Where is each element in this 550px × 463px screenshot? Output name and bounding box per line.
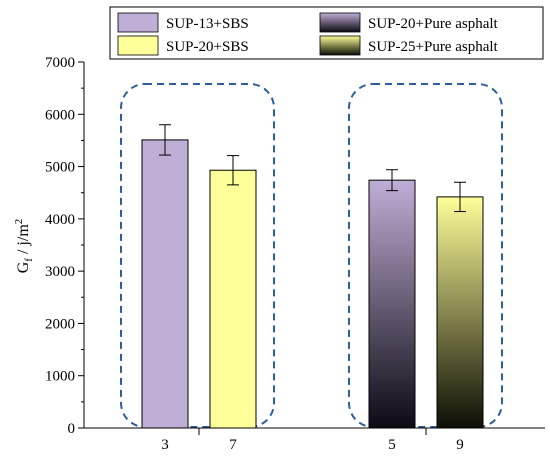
y-tick-label-4000: 4000 xyxy=(45,212,75,228)
y-tick-label-6000: 6000 xyxy=(45,107,75,123)
y-tick-label-3000: 3000 xyxy=(45,264,75,280)
y-tick-label-0: 0 xyxy=(68,421,76,437)
y-tick-label-5000: 5000 xyxy=(45,160,75,176)
group-outline-1 xyxy=(348,83,503,428)
legend-swatch-sup25-pure xyxy=(319,35,361,56)
y-tick-label-7000: 7000 xyxy=(45,55,75,71)
legend-label-sup13-sbs: SUP-13+SBS xyxy=(166,16,249,32)
legend-swatch-sup13-sbs xyxy=(117,12,159,33)
group-outline-0 xyxy=(120,83,275,428)
y-axis-title: Gf / j/m2 xyxy=(13,219,35,274)
bar-5 xyxy=(368,179,416,429)
legend-label-sup20-pure: SUP-20+Pure asphalt xyxy=(368,16,499,32)
legend: SUP-13+SBS SUP-20+SBS SUP-20+Pure asphal… xyxy=(109,6,544,60)
x-tick-label-7: 7 xyxy=(229,437,237,453)
x-tick-label-5: 5 xyxy=(388,437,396,453)
legend-label-sup25-pure: SUP-25+Pure asphalt xyxy=(368,39,499,55)
plot-area: 0 1000 2000 3000 4000 5000 6000 7000 3 7 5 9 xyxy=(45,55,545,453)
y-tick-label-1000: 1000 xyxy=(45,369,75,385)
bar-3 xyxy=(141,139,189,429)
x-tick-label-9: 9 xyxy=(456,437,464,453)
y-tick-label-2000: 2000 xyxy=(45,316,75,332)
legend-swatch-sup20-sbs xyxy=(117,35,159,56)
bar-7 xyxy=(209,169,257,429)
legend-swatch-sup20-pure xyxy=(319,12,361,33)
legend-label-sup20-sbs: SUP-20+SBS xyxy=(166,39,249,55)
bar-9 xyxy=(436,196,484,429)
x-tick-label-3: 3 xyxy=(161,437,169,453)
